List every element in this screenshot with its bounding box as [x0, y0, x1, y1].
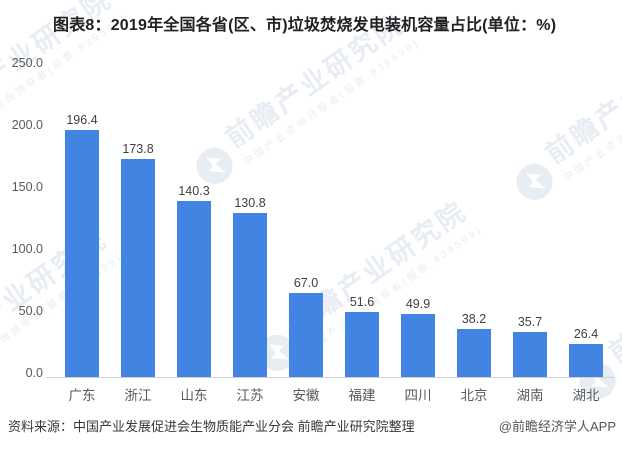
- chart-title: 图表8：2019年全国各省(区、市)垃圾焚烧发电装机容量占比(单位：%): [53, 17, 557, 34]
- x-tick-label: 山东: [180, 388, 208, 403]
- bar-column: 173.8: [110, 142, 166, 377]
- bar-value-label: 196.4: [66, 113, 98, 128]
- bar-column: 38.2: [446, 312, 502, 377]
- bar-series: 196.4 173.8 140.3 130.8 67.0 51.6 49.9 38.2 35.7…: [54, 63, 614, 377]
- x-tick-label: 湖南: [516, 388, 544, 403]
- bar-column: 26.4: [558, 327, 614, 377]
- bar-value-label: 51.6: [349, 295, 375, 310]
- x-tick-label: 浙江: [124, 388, 152, 403]
- bar-value-label: 26.4: [573, 326, 599, 341]
- qianzhan-logo-icon: [259, 334, 296, 371]
- bar: [401, 314, 435, 377]
- bar: [457, 329, 491, 377]
- bar: [345, 312, 379, 377]
- qianzhan-logo-icon: [196, 147, 233, 184]
- bar-column: 49.9: [390, 297, 446, 377]
- y-tick-label: 50.0: [18, 304, 43, 318]
- bar-value-label: 35.7: [517, 315, 543, 330]
- bar-value-label: 67.0: [293, 275, 319, 290]
- x-axis: 广东 浙江 山东 江苏 安徽 福建 四川 北京 湖南 湖北: [54, 384, 614, 404]
- bar: [65, 130, 99, 377]
- x-tick-label: 四川: [404, 388, 432, 403]
- x-tick-label: 安徽: [292, 388, 320, 403]
- y-tick-label: 250.0: [11, 56, 43, 70]
- x-tick-label: 湖北: [572, 388, 600, 403]
- x-tick-label: 江苏: [236, 388, 264, 403]
- bar-value-label: 130.8: [234, 195, 266, 210]
- bar: [233, 212, 267, 377]
- bar: [513, 332, 547, 377]
- bar-value-label: 38.2: [461, 312, 487, 327]
- y-tick-label: 0.0: [25, 366, 43, 380]
- x-tick-label: 福建: [348, 388, 376, 403]
- x-tick-label: 广东: [68, 388, 96, 403]
- y-tick-label: 100.0: [11, 242, 43, 256]
- bar-column: 67.0: [278, 276, 334, 377]
- bar: [121, 158, 155, 377]
- bar: [177, 200, 211, 377]
- bar-column: 140.3: [166, 184, 222, 377]
- brand-watermark: 前瞻产业研究院中国产业咨询领导者(股票:839599): [185, 8, 422, 194]
- bar-column: 130.8: [222, 196, 278, 377]
- bar: [569, 343, 603, 377]
- bar: [289, 292, 323, 377]
- bar-column: 35.7: [502, 315, 558, 377]
- y-tick-label: 200.0: [11, 118, 43, 132]
- bar-value-label: 140.3: [178, 183, 210, 198]
- y-tick-label: 150.0: [11, 180, 43, 194]
- source-note: 资料来源：中国产业发展促进会生物质能产业分会 前瞻产业研究院整理: [8, 419, 415, 434]
- x-tick-label: 北京: [460, 388, 488, 403]
- plot-area: 196.4 173.8 140.3 130.8 67.0 51.6 49.9 38.2 35.7…: [46, 63, 614, 378]
- bar-column: 196.4: [54, 113, 110, 377]
- brand-watermark: 前瞻产业研究院中国产业咨询领导者(股票:839599): [248, 195, 485, 381]
- brand-credit: @前瞻经济学人APP: [498, 419, 616, 434]
- bar-value-label: 49.9: [405, 297, 431, 312]
- bar-value-label: 173.8: [122, 141, 154, 156]
- brand-watermark: 前瞻产业研究院中国产业咨询领导者(股票:839599): [505, 24, 622, 210]
- qianzhan-logo-icon: [516, 163, 553, 200]
- bar-column: 51.6: [334, 295, 390, 377]
